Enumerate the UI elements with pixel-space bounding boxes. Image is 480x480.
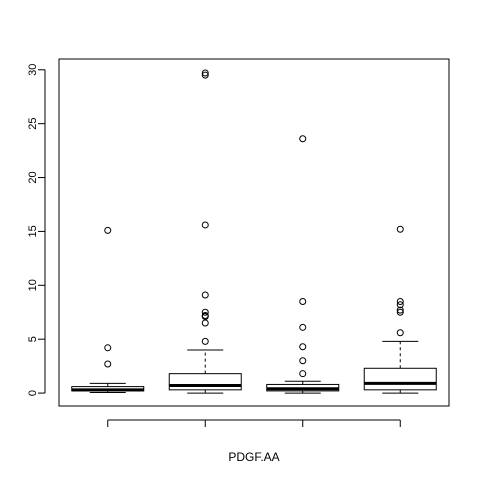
box-group [266, 135, 340, 394]
outlier-point [104, 360, 112, 368]
box [168, 373, 242, 391]
outlier-point [396, 306, 404, 314]
outlier-point [396, 329, 404, 337]
outlier-point [201, 71, 209, 79]
outlier-point [299, 135, 307, 143]
y-axis: 0 5 10 15 20 25 30 [27, 64, 46, 396]
outlier-point [201, 221, 209, 229]
y-tick-label: 5 [27, 336, 39, 342]
outlier-point [299, 357, 307, 365]
outlier-point [201, 308, 209, 316]
outlier-point [104, 344, 112, 352]
x-axis-title: PDGF.AA [228, 450, 279, 464]
y-tick-label: 30 [27, 64, 39, 76]
y-tick-label: 10 [27, 279, 39, 291]
y-tick-label: 0 [27, 390, 39, 396]
outlier-point [299, 297, 307, 305]
plot-frame [58, 58, 450, 407]
y-tick-label: 15 [27, 225, 39, 237]
box-group [363, 225, 437, 394]
y-tick-label: 25 [27, 118, 39, 130]
outlier-point [201, 337, 209, 345]
outlier-point [201, 319, 209, 327]
box-group [71, 226, 145, 394]
outlier-point [201, 291, 209, 299]
outlier-point [396, 297, 404, 305]
x-axis [107, 419, 401, 427]
outlier-point [299, 343, 307, 351]
outlier-point [396, 301, 404, 309]
y-tick-label: 20 [27, 171, 39, 183]
outlier-point [104, 226, 112, 234]
outlier-point [396, 225, 404, 233]
outlier-point [299, 370, 307, 378]
outlier-point [396, 308, 404, 316]
box-group [168, 69, 242, 394]
boxes-layer [71, 69, 437, 394]
box [363, 367, 437, 391]
outlier-point [201, 69, 209, 77]
outlier-point [299, 323, 307, 331]
